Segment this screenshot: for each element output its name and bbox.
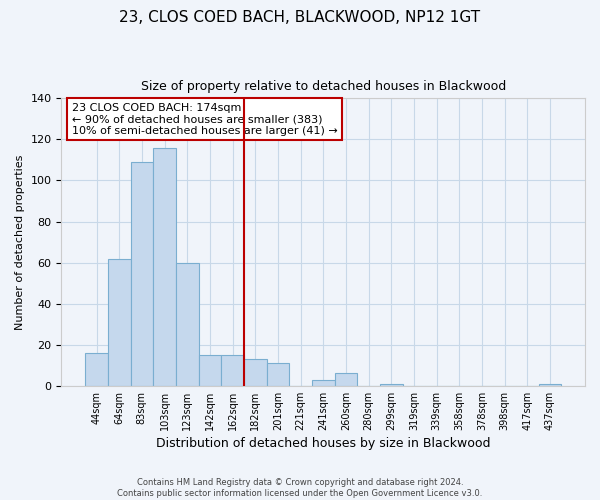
- Bar: [244, 359, 266, 386]
- Bar: [221, 355, 244, 386]
- Bar: [380, 384, 403, 386]
- Bar: [176, 262, 199, 386]
- Bar: [199, 355, 221, 386]
- Bar: [312, 380, 335, 386]
- Text: 23 CLOS COED BACH: 174sqm
← 90% of detached houses are smaller (383)
10% of semi: 23 CLOS COED BACH: 174sqm ← 90% of detac…: [72, 102, 338, 136]
- Title: Size of property relative to detached houses in Blackwood: Size of property relative to detached ho…: [140, 80, 506, 93]
- Bar: [131, 162, 153, 386]
- Text: Contains HM Land Registry data © Crown copyright and database right 2024.
Contai: Contains HM Land Registry data © Crown c…: [118, 478, 482, 498]
- Bar: [153, 148, 176, 386]
- X-axis label: Distribution of detached houses by size in Blackwood: Distribution of detached houses by size …: [156, 437, 490, 450]
- Bar: [108, 258, 131, 386]
- Bar: [85, 353, 108, 386]
- Y-axis label: Number of detached properties: Number of detached properties: [15, 154, 25, 330]
- Bar: [539, 384, 561, 386]
- Bar: [266, 363, 289, 386]
- Text: 23, CLOS COED BACH, BLACKWOOD, NP12 1GT: 23, CLOS COED BACH, BLACKWOOD, NP12 1GT: [119, 10, 481, 25]
- Bar: [335, 374, 357, 386]
